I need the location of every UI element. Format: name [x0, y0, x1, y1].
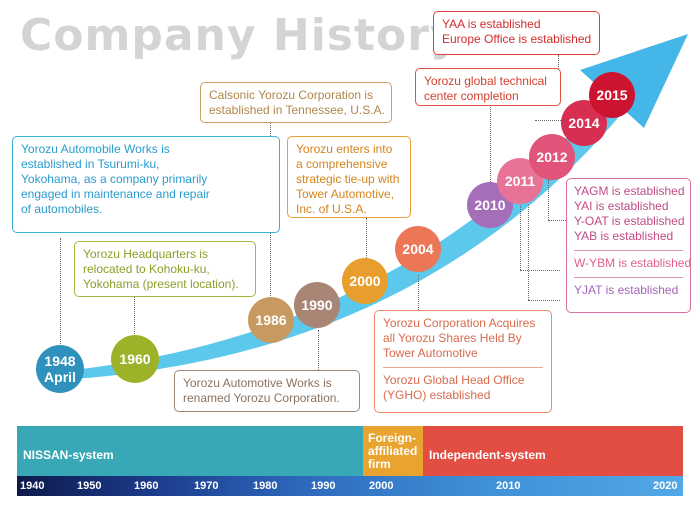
decade-tick: 1970: [194, 480, 219, 492]
event-box-1948: Yorozu Automobile Works is established i…: [12, 136, 280, 233]
year-circle-2004: 2004: [395, 226, 441, 272]
connector-line: [418, 275, 419, 310]
year-circle-2010: 2010: [467, 182, 513, 228]
event-box-2010: Yorozu global technical center completio…: [415, 68, 561, 106]
connector-line: [520, 195, 521, 270]
decade-tick: 1940: [20, 480, 45, 492]
decade-tick: 2010: [496, 480, 521, 492]
event-box-2000: Yorozu enters into a comprehensive strat…: [287, 136, 411, 218]
year-circle-2012: 2012: [529, 134, 575, 180]
connector-line: [318, 330, 319, 370]
divider: [383, 367, 543, 368]
year-circle-2015: 2015: [589, 72, 635, 118]
year-circle-1986: 1986: [248, 297, 294, 343]
decade-tick: 1980: [253, 480, 278, 492]
event-box-1990: Yorozu Automotive Works is renamed Yoroz…: [174, 370, 360, 412]
decade-tick: 2000: [369, 480, 394, 492]
connector-line: [134, 290, 135, 342]
event-box-2004: Yorozu Corporation Acquires all Yorozu S…: [374, 310, 552, 413]
connector-line: [366, 218, 367, 258]
connector-line: [60, 238, 61, 350]
divider: [574, 250, 683, 251]
decade-tick: 2020: [653, 480, 678, 492]
year-circle-1960: 1960: [111, 335, 159, 383]
connector-line: [528, 300, 560, 301]
connector-line: [535, 120, 567, 121]
connector-line: [528, 205, 529, 300]
divider: [574, 277, 683, 278]
connector-line: [490, 105, 491, 190]
event-box-1986: Calsonic Yorozu Corporation is establish…: [200, 82, 392, 123]
era-band-nissan: NISSAN-system: [17, 426, 363, 476]
year-circle-2000: 2000: [342, 258, 388, 304]
era-band-independent: Independent-system: [423, 426, 683, 476]
era-band-foreign: Foreign- affiliated firm: [363, 426, 423, 476]
page-title: Company History: [20, 10, 460, 61]
year-circle-1990: 1990: [294, 282, 340, 328]
event-box-2015: YAA is established Europe Office is esta…: [433, 11, 600, 55]
connector-line: [520, 270, 560, 271]
event-box-2011-2012: YAGM is established YAI is established Y…: [566, 178, 691, 313]
year-circle-1948: 1948 April: [36, 345, 84, 393]
event-box-1960: Yorozu Headquarters is relocated to Koho…: [74, 241, 256, 297]
decade-scale: [17, 476, 683, 496]
connector-line: [548, 180, 549, 220]
decade-tick: 1950: [77, 480, 102, 492]
connector-line: [548, 220, 566, 221]
decade-tick: 1990: [311, 480, 336, 492]
decade-tick: 1960: [134, 480, 159, 492]
